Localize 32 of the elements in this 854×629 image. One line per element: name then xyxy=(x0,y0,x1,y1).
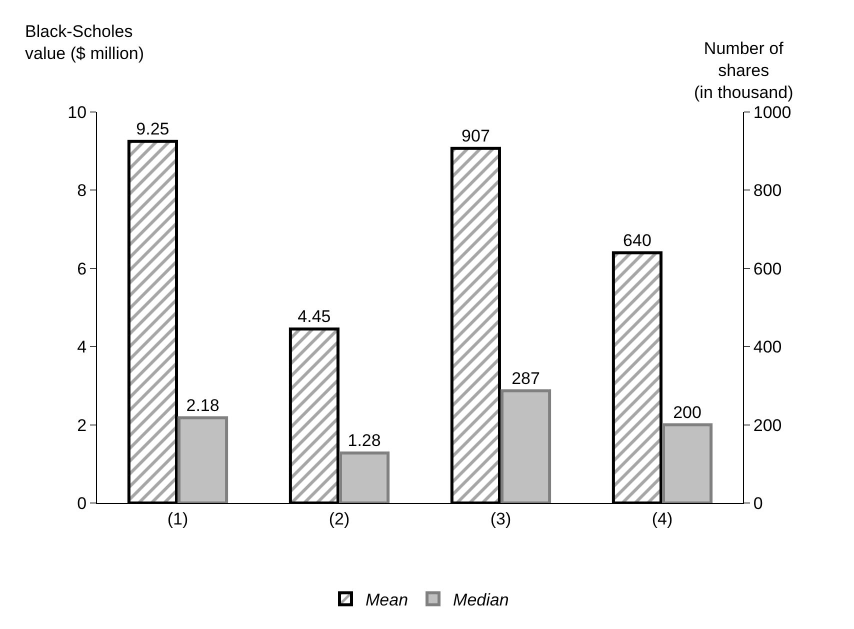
y-axis-title: Black-Scholes value ($ million) xyxy=(25,22,144,64)
y-tick-label: 8 xyxy=(77,181,87,200)
data-label: 200 xyxy=(673,402,702,422)
x-tick-label: (1) xyxy=(167,509,188,528)
y-tick-label: 10 xyxy=(68,102,87,122)
x-tick-label: (2) xyxy=(328,509,350,528)
data-label: 287 xyxy=(512,368,540,388)
text: Mean xyxy=(366,590,408,610)
bar xyxy=(178,416,228,503)
data-label: 907 xyxy=(462,126,490,146)
data-label: 640 xyxy=(623,230,652,250)
data-label: 9.25 xyxy=(136,119,170,138)
y-tick-label: 0 xyxy=(77,494,87,513)
bar xyxy=(500,389,552,503)
y2-tick-label: 0 xyxy=(753,494,763,513)
y2-tick-label: 800 xyxy=(753,181,782,200)
bar xyxy=(662,423,713,503)
y-tick-label: 2 xyxy=(77,416,87,435)
y2-tick-label: 1000 xyxy=(753,102,792,122)
legend-label: Median xyxy=(453,590,509,610)
data-label: 4.45 xyxy=(298,307,331,326)
x-tick-label: (4) xyxy=(652,509,673,528)
y2-tick-label: 200 xyxy=(753,416,782,435)
y-tick-label: 6 xyxy=(77,259,87,278)
x-tick-label: (3) xyxy=(490,509,512,528)
data-label: 1.28 xyxy=(348,430,381,450)
y2-tick-label: 400 xyxy=(753,338,782,357)
bar xyxy=(339,451,390,503)
y2-tick-label: 600 xyxy=(753,259,782,278)
data-label: 2.18 xyxy=(186,396,220,415)
y-tick-label: 4 xyxy=(77,338,87,357)
y2-axis-title: Number of shares (in thousand) xyxy=(694,39,794,102)
